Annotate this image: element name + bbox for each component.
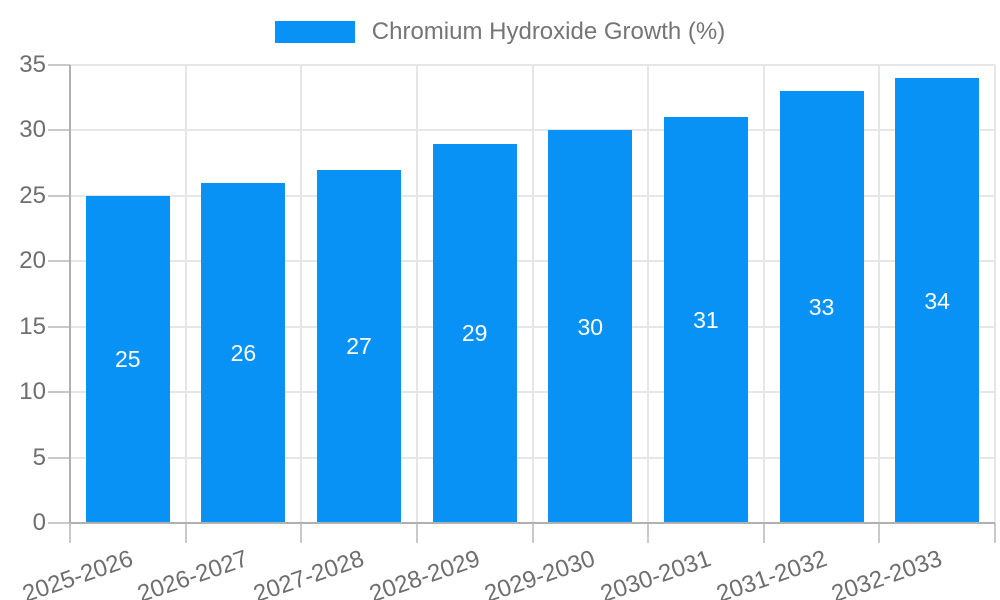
bar-value-label: 34 [924, 287, 950, 314]
y-tick [48, 456, 70, 459]
legend[interactable]: Chromium Hydroxide Growth (%) [0, 18, 1000, 46]
y-axis-line [69, 65, 71, 523]
x-tick [647, 523, 650, 543]
bar-value-label: 33 [808, 294, 835, 321]
y-axis-label: 25 [19, 181, 46, 209]
bar[interactable] [201, 182, 286, 523]
bar[interactable] [895, 78, 980, 523]
y-tick [48, 260, 70, 263]
v-gridline [300, 65, 303, 523]
y-axis-label: 5 [32, 443, 46, 471]
bar[interactable] [85, 195, 170, 523]
y-tick [48, 129, 70, 132]
bar[interactable] [663, 117, 748, 523]
y-axis-label: 10 [19, 378, 46, 406]
v-gridline [531, 65, 534, 523]
v-gridline [762, 65, 765, 523]
bar-value-label: 26 [230, 339, 257, 366]
x-tick [762, 523, 765, 543]
x-tick [184, 523, 187, 543]
bar-value-label: 29 [461, 320, 488, 347]
bar-value-label: 31 [693, 307, 719, 334]
y-tick [48, 325, 70, 328]
y-tick [48, 194, 70, 197]
y-tick [48, 522, 70, 524]
bar[interactable] [317, 169, 402, 523]
x-tick [415, 523, 418, 543]
legend-swatch [274, 21, 355, 43]
bar-value-label: 25 [115, 346, 141, 373]
bar-value-label: 30 [577, 313, 604, 340]
y-axis-label: 0 [32, 509, 46, 536]
y-tick [48, 64, 70, 66]
y-axis-label: 35 [19, 51, 46, 78]
y-axis-label: 30 [19, 116, 46, 144]
v-gridline [184, 65, 187, 523]
v-gridline [647, 65, 650, 523]
y-axis-label: 20 [19, 247, 46, 275]
v-gridline [994, 65, 996, 523]
v-gridline [415, 65, 418, 523]
bar-value-label: 27 [346, 333, 372, 360]
bar[interactable] [432, 143, 517, 523]
v-gridline [878, 65, 881, 523]
x-tick [300, 523, 303, 543]
bar[interactable] [779, 91, 864, 523]
x-tick [531, 523, 534, 543]
bar[interactable] [548, 130, 633, 523]
x-tick [878, 523, 881, 543]
x-tick [994, 523, 996, 543]
legend-label: Chromium Hydroxide Growth (%) [371, 18, 726, 45]
x-tick [69, 523, 71, 543]
x-axis-line [70, 522, 995, 524]
y-axis-label: 15 [19, 312, 46, 340]
y-tick [48, 391, 70, 394]
